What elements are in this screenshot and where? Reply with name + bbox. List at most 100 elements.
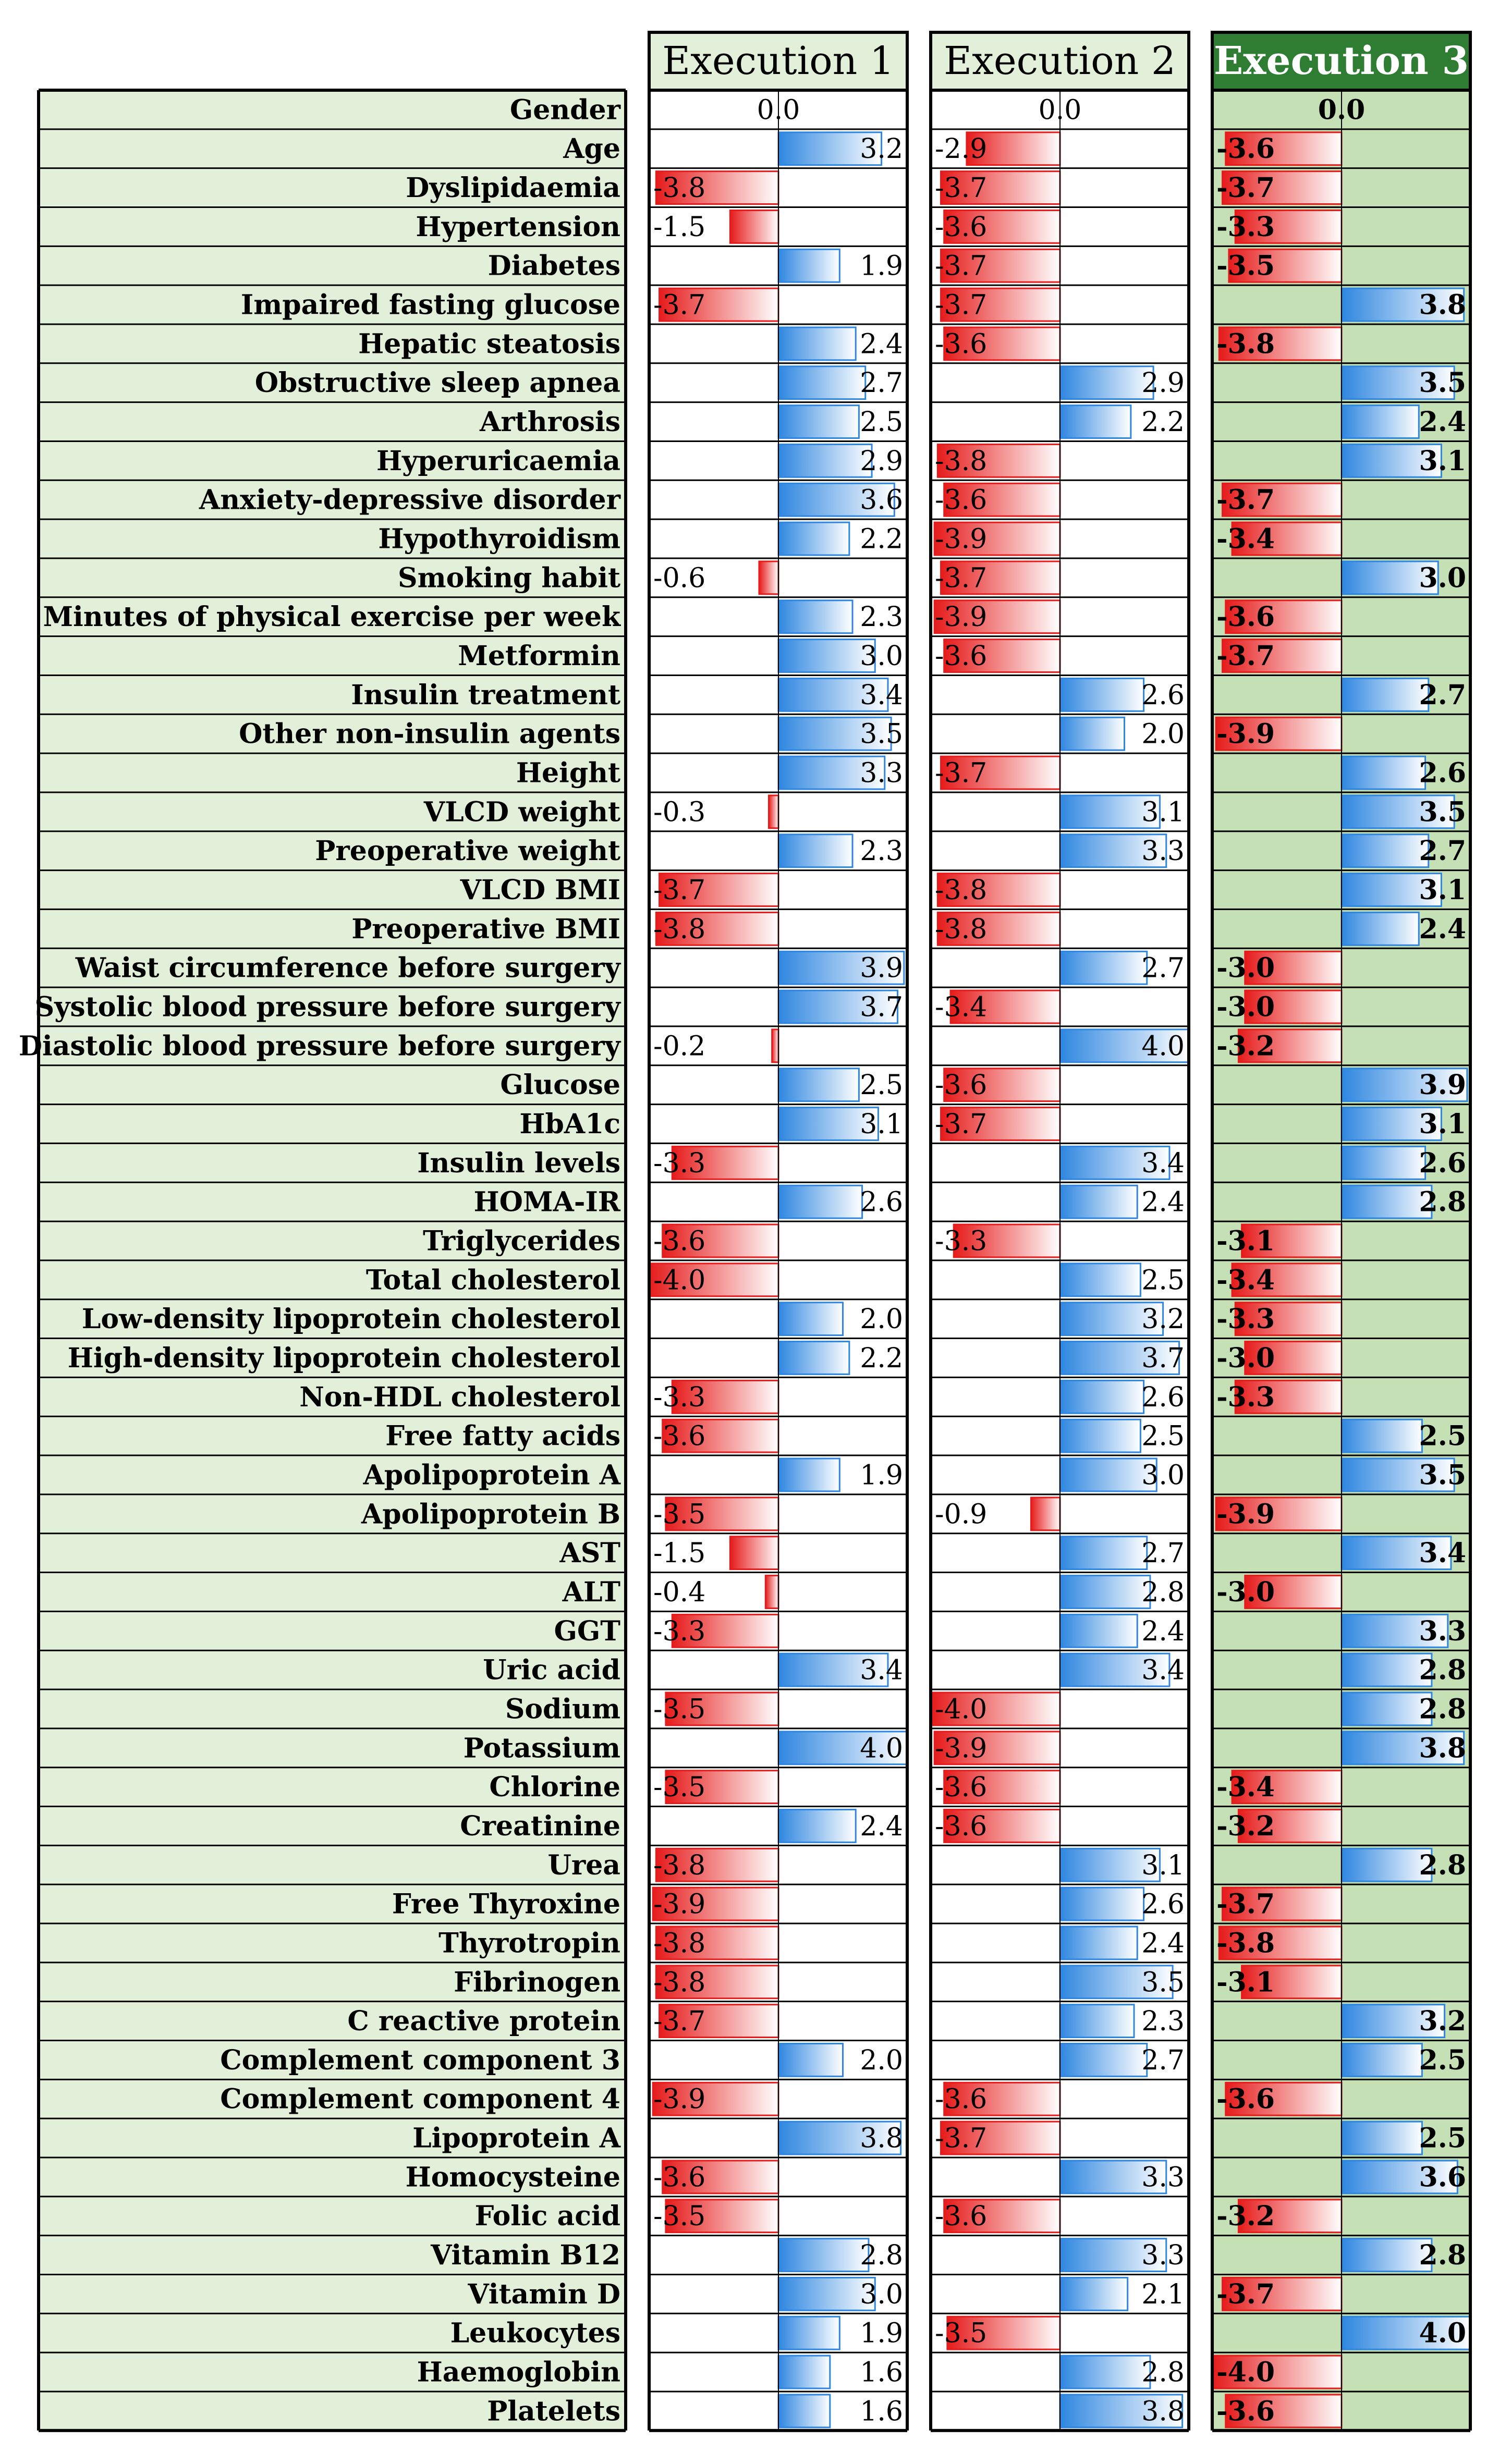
bar-1-24 xyxy=(771,1028,779,1063)
bar-3-58 xyxy=(1212,2355,1343,2389)
value-label-3-22: -3.0 xyxy=(1216,952,1275,984)
bar-3-48 xyxy=(1241,1965,1343,2000)
value-label-3-7: 3.5 xyxy=(1419,367,1466,399)
value-label-2-57: -3.5 xyxy=(935,2318,987,2349)
bar-2-19 xyxy=(1059,833,1167,868)
bar-1-30 xyxy=(649,1262,779,1297)
value-label-3-4: -3.5 xyxy=(1216,250,1275,282)
bar-1-2 xyxy=(655,170,779,205)
value-label-2-16: 2.0 xyxy=(1141,719,1185,750)
bar-1-32 xyxy=(777,1341,850,1375)
bar-2-15 xyxy=(1059,677,1145,712)
bar-2-32 xyxy=(1059,1341,1180,1375)
value-label-3-27: 2.6 xyxy=(1419,1147,1466,1179)
bar-1-50 xyxy=(777,2043,844,2077)
bar-1-6 xyxy=(777,326,857,361)
value-label-2-45: 3.1 xyxy=(1141,1850,1185,1881)
bar-3-4 xyxy=(1228,248,1343,283)
value-label-1-21: -3.8 xyxy=(653,914,705,945)
value-label-1-10: 3.6 xyxy=(860,485,903,516)
category-label: Metformin xyxy=(458,640,620,672)
bar-2-53 xyxy=(1059,2160,1167,2195)
value-label-3-23: -3.0 xyxy=(1216,991,1275,1023)
bar-2-27 xyxy=(1059,1145,1171,1180)
bar-3-22 xyxy=(1244,950,1343,985)
bar-2-31 xyxy=(1059,1302,1164,1337)
value-label-3-6: -3.8 xyxy=(1216,328,1275,360)
category-label: Diabetes xyxy=(488,250,620,282)
category-label: Potassium xyxy=(464,1732,620,1764)
value-label-2-50: 2.7 xyxy=(1141,2045,1185,2076)
value-label-1-8: 2.5 xyxy=(860,407,903,438)
category-label: Low-density lipoprotein cholesterol xyxy=(82,1303,620,1335)
bar-3-36 xyxy=(1215,1497,1343,1531)
value-label-1-13: 2.3 xyxy=(860,602,903,633)
value-label-2-53: 3.3 xyxy=(1141,2162,1185,2193)
value-label-2-6: -3.6 xyxy=(935,328,987,360)
bar-3-41 xyxy=(1341,1691,1433,1726)
value-label-1-39: -3.3 xyxy=(653,1616,705,1647)
category-label: Thyrotropin xyxy=(438,1927,620,1959)
bar-1-47 xyxy=(655,1926,779,1960)
bar-1-8 xyxy=(777,404,860,439)
bar-2-26 xyxy=(940,1107,1061,1141)
value-label-2-11: -3.9 xyxy=(935,524,987,555)
bar-3-59 xyxy=(1225,2394,1343,2429)
bar-3-6 xyxy=(1218,326,1343,361)
bar-1-12 xyxy=(758,560,779,595)
bar-2-28 xyxy=(1059,1184,1138,1219)
value-label-2-9: -3.8 xyxy=(935,446,987,477)
value-label-2-55: 3.3 xyxy=(1141,2240,1185,2271)
bar-1-35 xyxy=(777,1457,840,1492)
value-label-1-18: -0.3 xyxy=(653,796,705,828)
category-label: HbA1c xyxy=(519,1108,620,1140)
bar-1-16 xyxy=(777,716,892,751)
value-label-3-44: -3.2 xyxy=(1216,1810,1275,1842)
value-label-2-30: 2.5 xyxy=(1141,1265,1185,1296)
category-label: Non-HDL cholesterol xyxy=(299,1381,620,1413)
value-label-2-7: 2.9 xyxy=(1141,367,1185,399)
bar-3-19 xyxy=(1341,833,1430,868)
value-label-1-36: -3.5 xyxy=(653,1499,705,1530)
value-label-1-14: 3.0 xyxy=(860,641,903,672)
value-label-2-18: 3.1 xyxy=(1141,796,1185,828)
bar-1-43 xyxy=(665,1770,779,1805)
category-label: Lipoprotein A xyxy=(412,2123,621,2154)
bar-2-23 xyxy=(949,989,1061,1024)
value-label-2-1: -2.9 xyxy=(935,133,987,165)
value-label-3-51: -3.6 xyxy=(1216,2083,1275,2115)
value-label-1-38: -0.4 xyxy=(653,1577,705,1608)
chart-gridlines-layer xyxy=(37,89,1472,2432)
value-label-1-23: 3.7 xyxy=(860,992,903,1023)
bar-3-16 xyxy=(1215,716,1343,751)
value-label-2-56: 2.1 xyxy=(1141,2279,1185,2310)
category-label: Other non-insulin agents xyxy=(239,718,620,750)
category-label: Hepatic steatosis xyxy=(358,328,620,360)
value-label-3-19: 2.7 xyxy=(1419,835,1466,867)
value-label-3-29: -3.1 xyxy=(1216,1225,1275,1257)
bar-2-17 xyxy=(940,755,1061,790)
value-label-3-45: 2.8 xyxy=(1419,1849,1466,1881)
bar-2-47 xyxy=(1059,1926,1138,1960)
bar-2-16 xyxy=(1059,716,1125,751)
value-label-1-46: -3.9 xyxy=(653,1889,705,1920)
category-label: Leukocytes xyxy=(450,2318,620,2349)
category-label: Systolic blood pressure before surgery xyxy=(35,991,622,1023)
value-label-2-21: -3.8 xyxy=(935,914,987,945)
value-label-1-42: 4.0 xyxy=(860,1733,903,1764)
bar-2-51 xyxy=(943,2081,1061,2116)
bar-2-42 xyxy=(933,1731,1061,1766)
category-label: Anxiety-depressive disorder xyxy=(199,484,621,516)
bar-3-7 xyxy=(1341,365,1455,400)
bar-2-36 xyxy=(1030,1497,1061,1531)
bar-1-22 xyxy=(777,950,905,985)
bar-3-34 xyxy=(1341,1418,1423,1453)
value-label-2-24: 4.0 xyxy=(1141,1031,1185,1062)
bar-2-58 xyxy=(1059,2355,1151,2389)
value-label-1-11: 2.2 xyxy=(860,524,903,555)
value-label-2-19: 3.3 xyxy=(1141,836,1185,867)
value-label-3-42: 3.8 xyxy=(1419,1732,1466,1764)
bar-3-52 xyxy=(1341,2120,1423,2155)
bar-3-51 xyxy=(1225,2081,1343,2116)
